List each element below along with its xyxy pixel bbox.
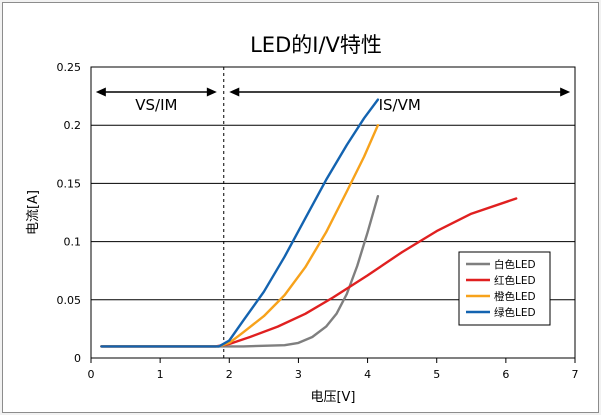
- legend-item: 绿色LED: [466, 306, 536, 319]
- series-line-0: [100, 195, 380, 348]
- y-tick-label: 0.1: [64, 236, 82, 249]
- series-line-2: [100, 124, 380, 348]
- x-tick-label: 6: [502, 368, 509, 381]
- x-tick-label: 5: [433, 368, 440, 381]
- x-axis-ticks: 0 1 2 3 4 5 6 7: [88, 358, 579, 381]
- gridlines: [91, 124, 575, 301]
- x-axis-label: 电压[V]: [310, 390, 355, 405]
- y-tick-label: 0.25: [57, 61, 82, 74]
- x-tick-label: 3: [295, 368, 302, 381]
- legend-label: 绿色LED: [494, 306, 536, 319]
- x-tick-label: 2: [226, 368, 233, 381]
- series-layer: [100, 98, 518, 348]
- region-label: IS/VM: [379, 96, 421, 114]
- arrowhead-right-icon: [560, 87, 571, 97]
- x-tick-label: 0: [88, 368, 95, 381]
- legend-label: 白色LED: [494, 258, 536, 271]
- arrowhead-right-icon: [206, 87, 217, 97]
- series-line-3: [100, 98, 380, 348]
- arrowhead-left-icon: [95, 87, 106, 97]
- region-is-vm: IS/VM: [229, 87, 571, 114]
- legend-label: 橙色LED: [494, 290, 536, 303]
- legend-label: 红色LED: [494, 274, 536, 287]
- x-tick-label: 4: [364, 368, 371, 381]
- y-axis-ticks: 0 0.05 0.1 0.15 0.2 0.25: [57, 61, 82, 365]
- region-label: VS/IM: [135, 96, 177, 114]
- legend: 白色LED 红色LED 橙色LED 绿色LED: [458, 251, 551, 326]
- region-vs-im: VS/IM: [95, 87, 217, 114]
- legend-item: 白色LED: [466, 258, 536, 271]
- legend-item: 红色LED: [466, 274, 536, 287]
- y-tick-label: 0.2: [64, 119, 82, 132]
- arrowhead-left-icon: [229, 87, 240, 97]
- x-tick-label: 7: [572, 368, 579, 381]
- y-tick-label: 0: [74, 352, 81, 365]
- y-tick-label: 0.05: [57, 294, 82, 307]
- x-tick-label: 1: [157, 368, 164, 381]
- y-axis-label: 电流[A]: [26, 190, 41, 235]
- y-tick-label: 0.15: [57, 177, 82, 190]
- legend-item: 橙色LED: [466, 290, 536, 303]
- chart-title: LED的I/V特性: [250, 33, 382, 57]
- region-annotations: VS/IM IS/VM: [95, 87, 571, 114]
